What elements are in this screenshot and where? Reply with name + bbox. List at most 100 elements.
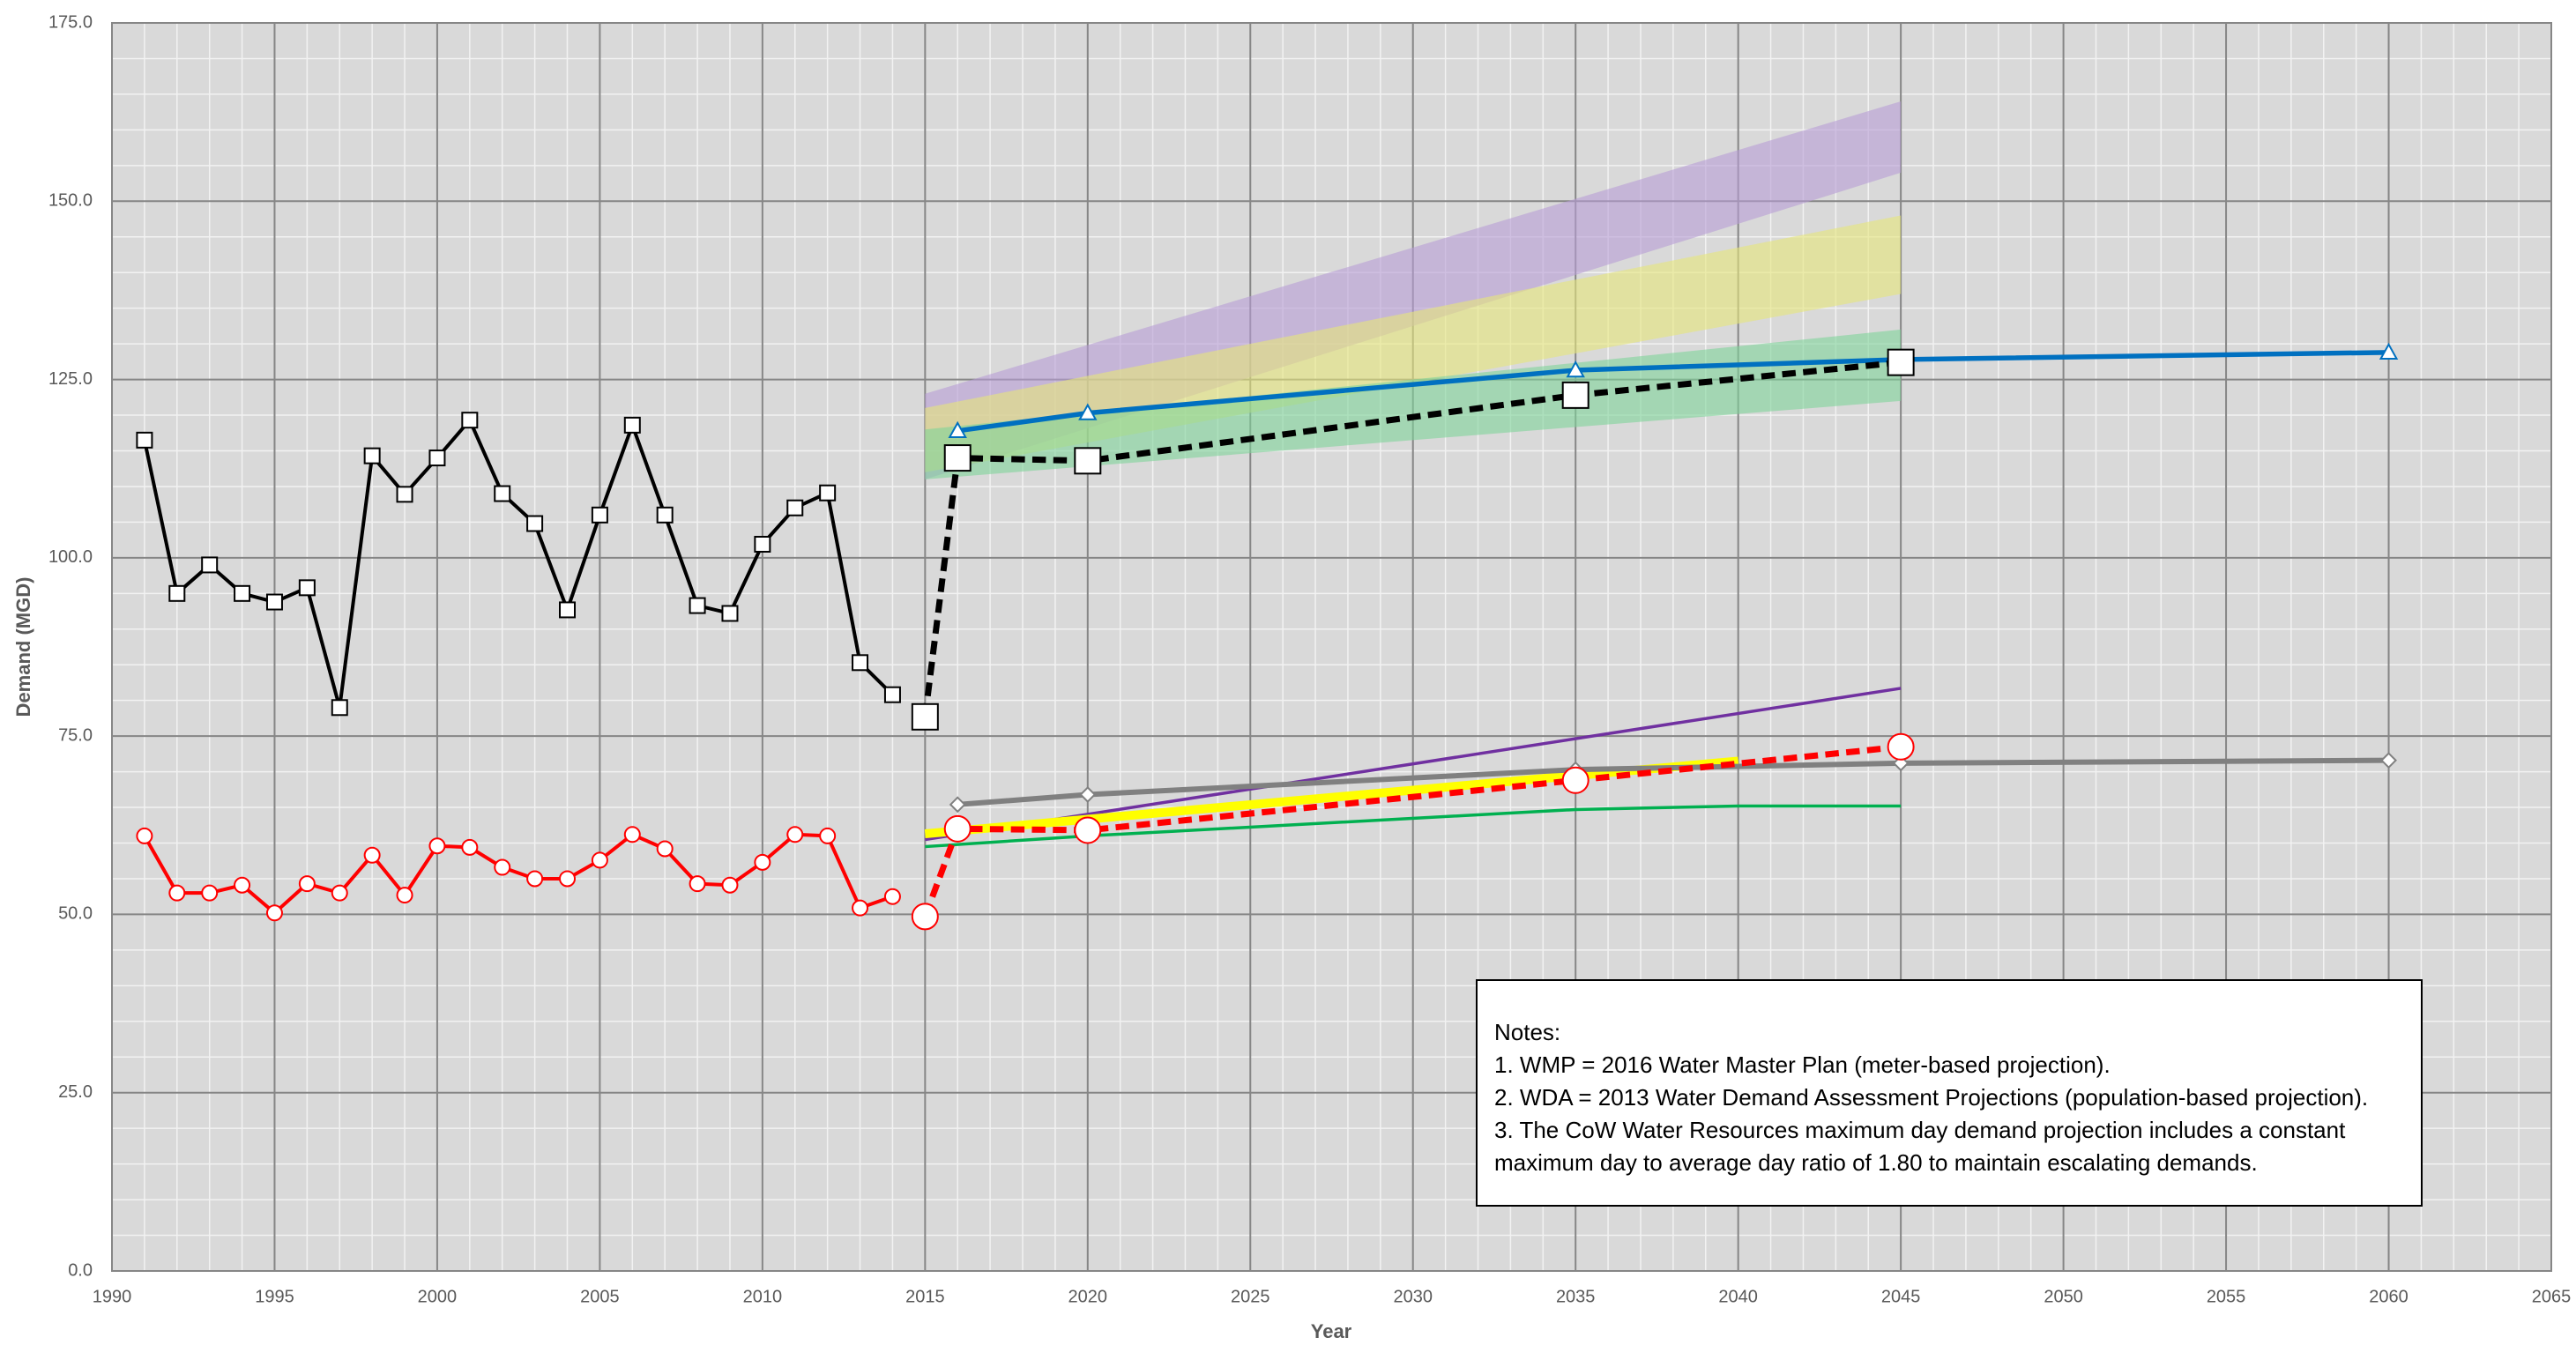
x-tick-label: 2010 bbox=[743, 1287, 783, 1306]
x-tick-label: 2025 bbox=[1231, 1287, 1270, 1306]
circle-marker bbox=[1561, 766, 1590, 794]
square-marker bbox=[559, 601, 577, 619]
y-tick-label: 150.0 bbox=[48, 191, 93, 211]
circle-marker bbox=[201, 884, 219, 902]
square-marker bbox=[911, 702, 939, 731]
triangle-marker bbox=[948, 420, 967, 439]
circle-marker bbox=[396, 887, 413, 904]
series-line bbox=[924, 756, 1739, 838]
x-tick-label: 1995 bbox=[255, 1287, 294, 1306]
square-marker bbox=[1887, 348, 1915, 376]
x-tick-label: 2030 bbox=[1393, 1287, 1433, 1306]
square-marker bbox=[265, 593, 283, 611]
circle-marker bbox=[943, 814, 972, 843]
circle-marker bbox=[786, 826, 804, 843]
square-marker bbox=[461, 412, 479, 429]
square-marker bbox=[494, 485, 511, 502]
circle-marker bbox=[461, 838, 479, 856]
diamond-marker bbox=[949, 796, 966, 814]
circle-marker bbox=[234, 876, 251, 894]
square-marker bbox=[883, 686, 901, 703]
circle-marker bbox=[331, 884, 348, 902]
y-tick-label: 50.0 bbox=[58, 904, 93, 924]
circle-marker bbox=[656, 840, 674, 858]
x-tick-label: 2065 bbox=[2532, 1287, 2572, 1306]
square-marker bbox=[819, 484, 837, 502]
note-line: 3. The CoW Water Resources maximum day d… bbox=[1494, 1117, 2346, 1143]
square-marker bbox=[943, 444, 972, 472]
circle-marker bbox=[754, 853, 771, 871]
triangle-marker bbox=[1078, 403, 1098, 420]
circle-marker bbox=[623, 826, 641, 843]
circle-marker bbox=[363, 846, 381, 864]
circle-marker bbox=[494, 858, 511, 876]
notes-frame bbox=[1476, 979, 2423, 1207]
y-tick-label: 100.0 bbox=[48, 547, 93, 567]
y-tick-label: 0.0 bbox=[68, 1260, 93, 1280]
x-tick-label: 2040 bbox=[1718, 1287, 1758, 1306]
square-marker bbox=[234, 584, 251, 602]
circle-marker bbox=[721, 876, 739, 894]
square-marker bbox=[168, 584, 186, 602]
circle-marker bbox=[1074, 816, 1102, 844]
note-line: maximum day to average day ratio of 1.80… bbox=[1494, 1149, 2258, 1176]
x-tick-label: 2060 bbox=[2369, 1287, 2408, 1306]
circle-marker bbox=[168, 884, 186, 902]
square-marker bbox=[754, 535, 771, 553]
square-marker bbox=[201, 556, 219, 574]
square-marker bbox=[396, 486, 413, 503]
square-marker bbox=[136, 431, 153, 449]
diamond-marker bbox=[1079, 786, 1097, 803]
series-line bbox=[925, 687, 1902, 842]
x-tick-label: 2035 bbox=[1556, 1287, 1596, 1306]
x-tick-label: 2055 bbox=[2207, 1287, 2246, 1306]
circle-marker bbox=[265, 904, 283, 922]
circle-marker bbox=[298, 875, 316, 893]
square-marker bbox=[656, 506, 674, 524]
square-marker bbox=[363, 447, 381, 464]
note-line: 1. WMP = 2016 Water Master Plan (meter-b… bbox=[1494, 1051, 2111, 1078]
triangle-marker bbox=[1566, 360, 1585, 378]
square-marker bbox=[331, 699, 348, 717]
square-marker bbox=[1074, 447, 1102, 475]
circle-marker bbox=[1887, 732, 1915, 761]
x-tick-label: 2005 bbox=[580, 1287, 620, 1306]
series-line bbox=[922, 743, 1902, 918]
square-marker bbox=[298, 579, 316, 597]
notes-box: Notes: 1. WMP = 2016 Water Master Plan (m… bbox=[1476, 979, 2423, 1207]
circle-marker bbox=[883, 888, 901, 905]
x-axis-title: Year bbox=[1311, 1320, 1352, 1342]
circle-marker bbox=[689, 875, 706, 893]
square-marker bbox=[1561, 381, 1590, 409]
square-marker bbox=[623, 416, 641, 434]
y-tick-label: 75.0 bbox=[58, 725, 93, 745]
circle-marker bbox=[591, 851, 608, 869]
x-tick-label: 2015 bbox=[905, 1287, 945, 1306]
plot-frame bbox=[111, 22, 2552, 1272]
circle-marker bbox=[136, 827, 153, 844]
x-tick-label: 2045 bbox=[1881, 1287, 1921, 1306]
y-tick-label: 175.0 bbox=[48, 12, 93, 32]
circle-marker bbox=[559, 870, 577, 888]
circle-marker bbox=[911, 903, 939, 931]
x-tick-label: 2020 bbox=[1068, 1287, 1108, 1306]
circle-marker bbox=[428, 837, 446, 855]
square-marker bbox=[852, 654, 869, 672]
y-tick-label: 125.0 bbox=[48, 369, 93, 389]
square-marker bbox=[721, 605, 739, 622]
circle-marker bbox=[852, 899, 869, 917]
note-line: Notes: bbox=[1494, 1019, 1560, 1045]
triangle-marker bbox=[2379, 342, 2399, 360]
square-marker bbox=[689, 597, 706, 614]
note-line: 2. WDA = 2013 Water Demand Assessment Pr… bbox=[1494, 1084, 2368, 1111]
square-marker bbox=[786, 499, 804, 516]
y-axis-title: Demand (MGD) bbox=[12, 577, 34, 717]
x-tick-label: 1990 bbox=[93, 1287, 132, 1306]
series-line bbox=[925, 804, 1902, 849]
diamond-marker bbox=[2380, 752, 2397, 769]
y-tick-label: 25.0 bbox=[58, 1082, 93, 1102]
x-tick-label: 2050 bbox=[2044, 1287, 2083, 1306]
square-marker bbox=[591, 506, 608, 524]
circle-marker bbox=[526, 870, 544, 888]
